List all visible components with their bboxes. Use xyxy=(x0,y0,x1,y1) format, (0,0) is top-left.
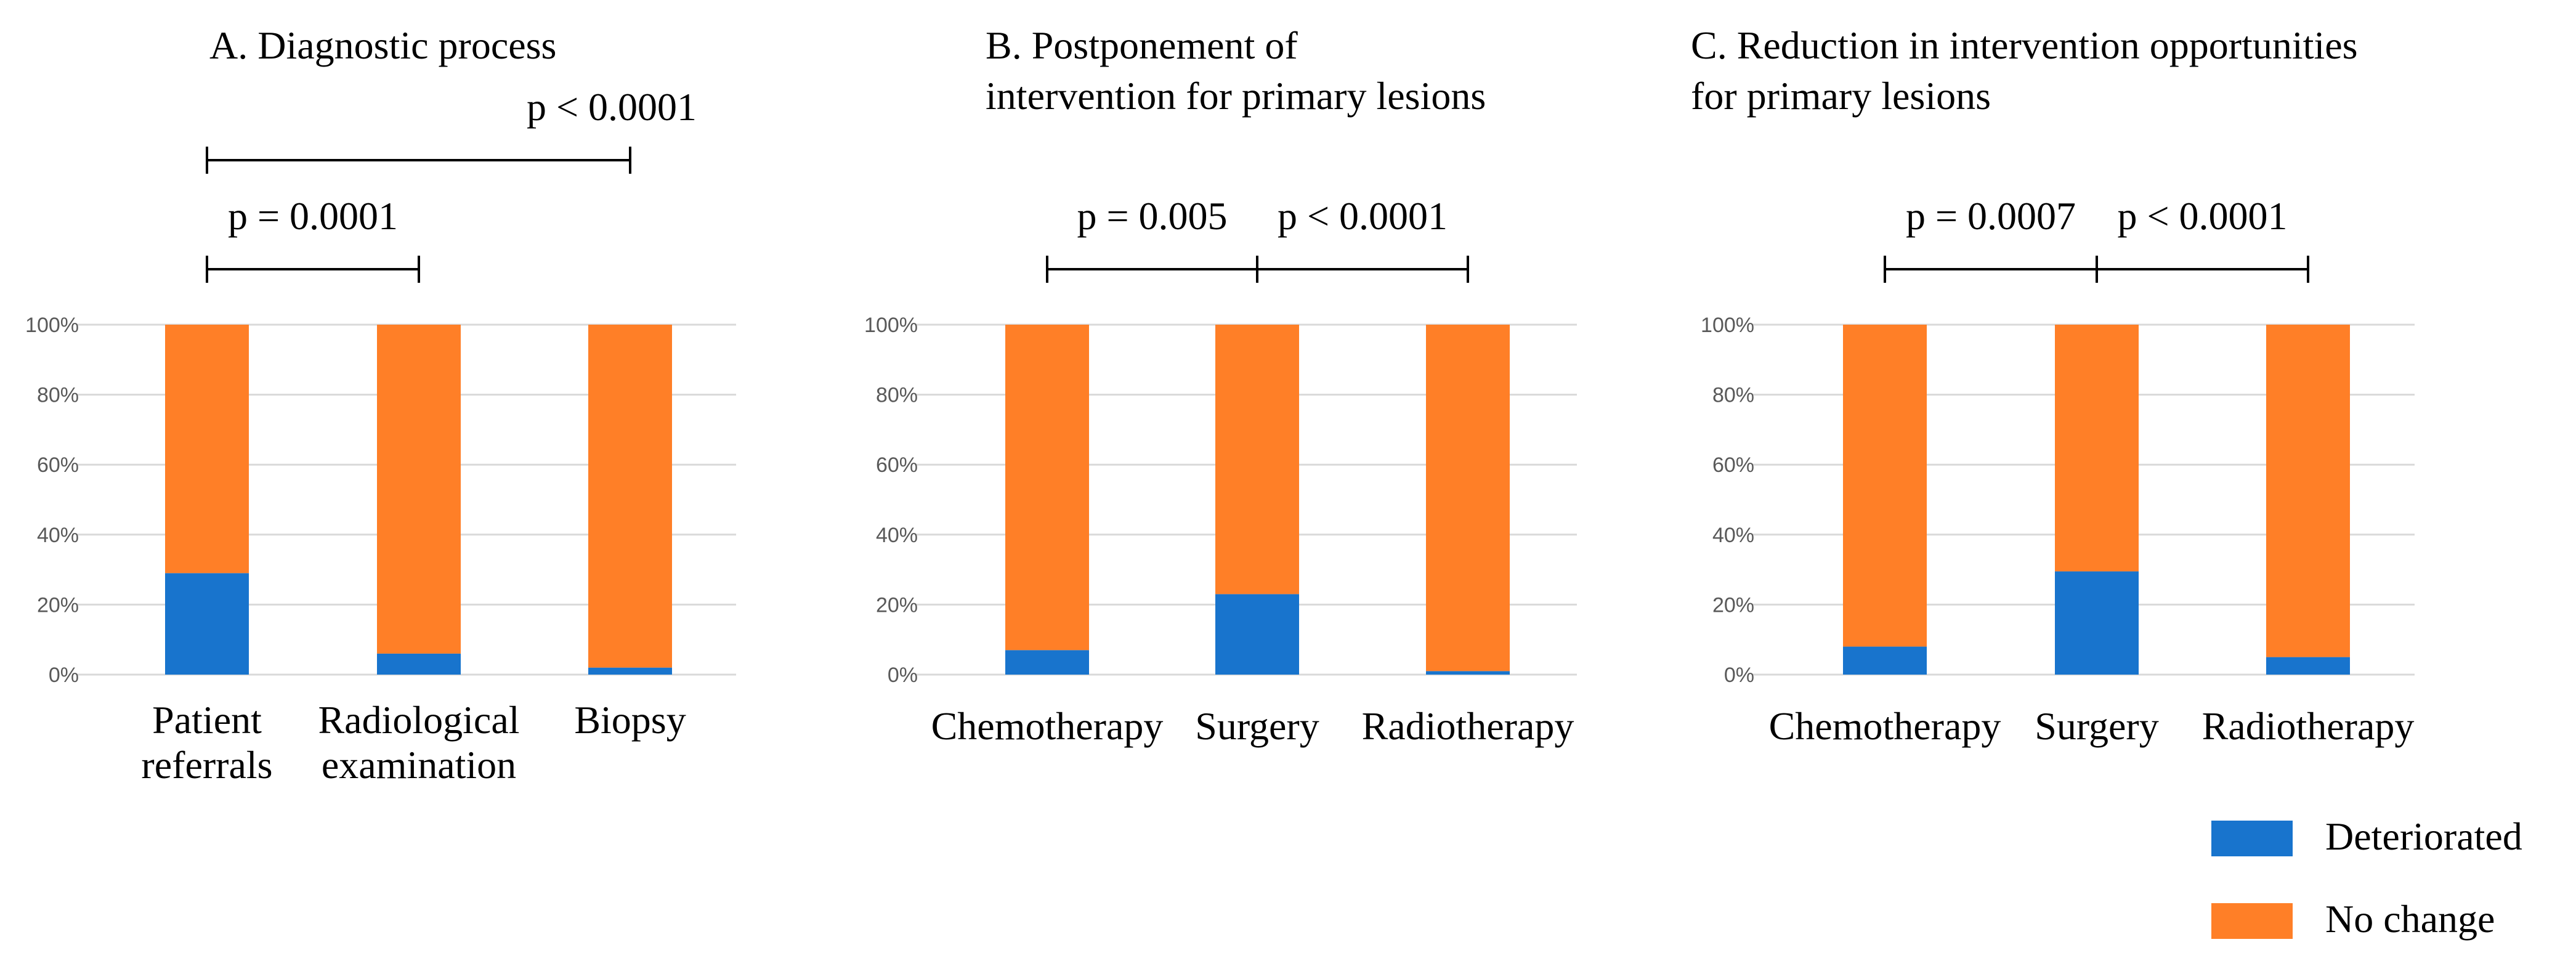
y-tick-label: 20% xyxy=(37,593,79,617)
legend: Deteriorated No change xyxy=(2211,814,2522,941)
legend-swatch xyxy=(2211,821,2293,856)
significance-bracket: p = 0.0001 xyxy=(206,194,420,283)
bar-no-change xyxy=(588,325,672,668)
significance-bracket: p = 0.005 xyxy=(1046,194,1258,283)
chart-title: C. Reduction in intervention opportuniti… xyxy=(1691,23,2358,67)
bar-no-change xyxy=(2266,325,2350,657)
y-tick-label: 20% xyxy=(1712,593,1754,617)
y-tick-label: 40% xyxy=(876,524,918,547)
p-value-label: p = 0.0007 xyxy=(1906,194,2076,238)
category-label: Chemotherapy xyxy=(931,704,1164,748)
y-tick-label: 20% xyxy=(876,593,918,617)
p-value-label: p < 0.0001 xyxy=(527,85,697,129)
y-tick-label: 0% xyxy=(888,664,918,687)
category-label: Radiological xyxy=(318,698,519,742)
bar-deteriorated xyxy=(1843,646,1927,675)
category-label: Radiotherapy xyxy=(1362,704,1574,748)
bar-no-change xyxy=(377,325,461,654)
bar-deteriorated xyxy=(1426,671,1510,675)
significance-bracket: p < 0.0001 xyxy=(206,85,697,174)
y-tick-label: 0% xyxy=(49,664,79,687)
bar-deteriorated xyxy=(2055,571,2139,675)
legend-label: No change xyxy=(2325,897,2495,941)
y-tick-label: 100% xyxy=(1701,314,1754,337)
y-tick-label: 60% xyxy=(876,453,918,477)
category-label: Radiotherapy xyxy=(2202,704,2415,748)
chart-panel-c: C. Reduction in intervention opportuniti… xyxy=(1691,23,2415,748)
p-value-label: p < 0.0001 xyxy=(1278,194,1448,238)
bar-no-change xyxy=(1005,325,1089,651)
chart-title: intervention for primary lesions xyxy=(986,74,1486,118)
category-label: referrals xyxy=(141,743,272,787)
y-tick-label: 40% xyxy=(37,524,79,547)
y-tick-label: 0% xyxy=(1724,664,1754,687)
bar-deteriorated xyxy=(377,653,461,675)
chart-panels: A. Diagnostic process 0% 20% 40% 60% 80% 100% P… xyxy=(25,23,2415,787)
y-tick-label: 60% xyxy=(1712,453,1754,477)
p-value-label: p = 0.0001 xyxy=(228,194,398,238)
legend-label: Deteriorated xyxy=(2325,814,2522,858)
category-label: Surgery xyxy=(2035,704,2158,748)
bar-no-change xyxy=(1426,325,1510,672)
bar-no-change xyxy=(165,325,249,574)
bar-deteriorated xyxy=(165,573,249,675)
bar-no-change xyxy=(1843,325,1927,647)
bar-no-change xyxy=(2055,325,2139,572)
y-tick-label: 80% xyxy=(876,384,918,407)
significance-bracket: p = 0.0007 xyxy=(1884,194,2098,283)
chart-title: B. Postponement of xyxy=(986,23,1298,67)
chart-panel-a: A. Diagnostic process 0% 20% 40% 60% 80% 100% P… xyxy=(25,23,736,787)
category-label: examination xyxy=(322,743,516,787)
category-label: Surgery xyxy=(1195,704,1319,748)
y-tick-label: 100% xyxy=(25,314,79,337)
chart-panel-b: B. Postponement of intervention for prima… xyxy=(864,23,1577,748)
chart-title: for primary lesions xyxy=(1691,74,1991,118)
category-label: Chemotherapy xyxy=(1769,704,2001,748)
significance-bracket: p < 0.0001 xyxy=(2096,194,2309,283)
bar-deteriorated xyxy=(2266,657,2350,675)
legend-swatch xyxy=(2211,903,2293,939)
y-tick-label: 80% xyxy=(1712,384,1754,407)
y-tick-label: 40% xyxy=(1712,524,1754,547)
bar-deteriorated xyxy=(588,667,672,675)
y-tick-label: 60% xyxy=(37,453,79,477)
y-tick-label: 80% xyxy=(37,384,79,407)
bar-no-change xyxy=(1215,325,1299,595)
chart-title: A. Diagnostic process xyxy=(209,23,556,67)
significance-bracket: p < 0.0001 xyxy=(1256,194,1469,283)
category-label: Biopsy xyxy=(574,698,686,742)
category-label: Patient xyxy=(152,698,262,742)
p-value-label: p = 0.005 xyxy=(1077,194,1227,238)
p-value-label: p < 0.0001 xyxy=(2117,194,2287,238)
y-tick-label: 100% xyxy=(864,314,918,337)
bar-deteriorated xyxy=(1215,594,1299,675)
bar-deteriorated xyxy=(1005,650,1089,675)
